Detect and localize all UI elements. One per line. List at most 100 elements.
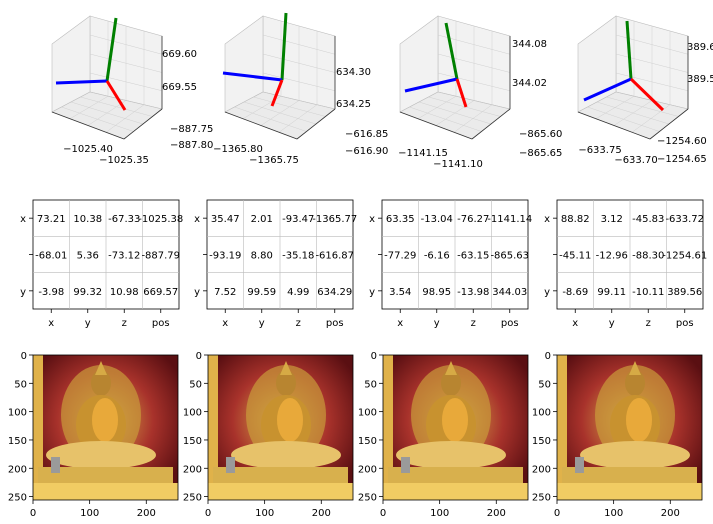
x-tick-label: 0 bbox=[554, 508, 560, 519]
table-cell: -8.69 bbox=[562, 287, 588, 298]
pedestal bbox=[562, 467, 697, 485]
grid-line bbox=[105, 104, 145, 133]
buddha-robe bbox=[626, 398, 652, 442]
pose-3d-panel-4: −633.75−633.70−1254.60 −1254.65 389.6 389.5 bbox=[577, 15, 713, 166]
pose-z-axis bbox=[222, 71, 283, 82]
y-tick-label: 0 bbox=[21, 351, 27, 362]
z-tick-label: 669.60 bbox=[162, 49, 197, 60]
table-cell: -6.16 bbox=[424, 251, 450, 262]
table-row-label: y bbox=[20, 287, 26, 298]
pedestal-base bbox=[383, 483, 528, 500]
pedestal-base bbox=[33, 483, 178, 500]
pose-y-axis bbox=[105, 17, 118, 82]
pose-x-axis bbox=[455, 78, 468, 108]
table-cell: -13.98 bbox=[457, 287, 489, 298]
table-cell: 669.57 bbox=[143, 287, 178, 298]
y-tick-label: 150 bbox=[183, 436, 202, 447]
table-cell: 99.59 bbox=[247, 287, 276, 298]
buddha-legs bbox=[46, 441, 156, 469]
table-row-label: y bbox=[194, 287, 200, 298]
table-cell: -93.19 bbox=[209, 251, 241, 262]
image-content bbox=[208, 355, 353, 500]
y-tick-label: −887.80 bbox=[170, 140, 213, 151]
table-col-label: z bbox=[122, 318, 127, 329]
x-tick-label: −1141.15 bbox=[398, 148, 448, 159]
pose-3d-panel-3: −1141.15−1141.10 −865.60 −865.65 344.08 344.… bbox=[398, 15, 562, 170]
buddha-head bbox=[441, 370, 461, 396]
y-tick-label: 0 bbox=[196, 351, 202, 362]
table-cell: -68.01 bbox=[35, 251, 67, 262]
y-tick-label: 0 bbox=[545, 351, 551, 362]
table-cell: -1025.38 bbox=[138, 214, 183, 225]
lamp-left bbox=[51, 457, 60, 473]
pose-y-axis bbox=[625, 20, 633, 80]
x-tick-label: −1141.10 bbox=[433, 159, 483, 170]
table-col-label: y bbox=[259, 318, 265, 329]
y-axis-line bbox=[123, 108, 163, 140]
buddha-robe bbox=[277, 398, 303, 442]
table-row-label: x bbox=[544, 214, 550, 225]
y-tick-label: 50 bbox=[364, 379, 377, 390]
x-axis-line bbox=[51, 111, 125, 140]
y-tick-label: 150 bbox=[8, 436, 27, 447]
table-cell: -76.27 bbox=[457, 214, 489, 225]
pose-x-axis bbox=[629, 77, 665, 112]
table-col-label: x bbox=[572, 318, 578, 329]
x-tick-label: −1365.75 bbox=[249, 155, 299, 166]
buddha-legs bbox=[396, 441, 506, 469]
y-tick-label: 200 bbox=[532, 464, 551, 475]
z-tick-label: 344.02 bbox=[512, 78, 547, 89]
table-cell: 4.99 bbox=[287, 287, 309, 298]
table-cell: 3.12 bbox=[601, 214, 623, 225]
table-cell: 389.56 bbox=[667, 287, 702, 298]
x-tick-label: −1025.40 bbox=[63, 144, 113, 155]
x-tick-label: 0 bbox=[205, 508, 211, 519]
grid-line bbox=[262, 72, 336, 91]
table-cell: 2.01 bbox=[251, 214, 273, 225]
y-tick-label: 100 bbox=[532, 408, 551, 419]
lamp-left bbox=[575, 457, 584, 473]
buddha-crown bbox=[280, 361, 292, 375]
pedestal-base bbox=[208, 483, 353, 500]
pose-y-axis bbox=[444, 22, 459, 80]
pose-z-axis bbox=[404, 77, 458, 93]
buddha-head bbox=[276, 370, 296, 396]
buddha-legs bbox=[580, 441, 690, 469]
buddha-robe bbox=[442, 398, 468, 442]
y-tick-label: 200 bbox=[358, 464, 377, 475]
table-cell: 63.35 bbox=[386, 214, 415, 225]
table-cell: -1141.14 bbox=[487, 214, 532, 225]
table-row-label: y bbox=[369, 287, 375, 298]
buddha-head bbox=[625, 370, 645, 396]
grid-line bbox=[435, 100, 475, 126]
pose-3d-row: −1025.40−1025.35 −887.75 −887.80 669.60 669.… bbox=[51, 12, 713, 170]
pose-3d-panel-2: −1365.80−1365.75 −616.85 −616.90 634.30 634.… bbox=[213, 12, 388, 166]
grid-line bbox=[437, 72, 511, 91]
x-tick-label: −633.70 bbox=[614, 155, 657, 166]
y-tick-label: 250 bbox=[532, 493, 551, 504]
y-tick-label: 250 bbox=[8, 493, 27, 504]
left-pillar bbox=[33, 355, 43, 500]
pedestal-base bbox=[557, 483, 702, 500]
y-axis-line bbox=[649, 108, 689, 140]
table-cell: -887.79 bbox=[141, 251, 180, 262]
table-col-label: pos bbox=[152, 318, 170, 329]
table-cell: 99.32 bbox=[73, 287, 102, 298]
x-tick-label: 100 bbox=[604, 508, 623, 519]
y-tick-label: 250 bbox=[183, 493, 202, 504]
grid-line bbox=[631, 104, 671, 133]
table-cell: 3.54 bbox=[389, 287, 411, 298]
image-frame bbox=[556, 354, 703, 501]
table-col-label: z bbox=[646, 318, 651, 329]
table-col-label: x bbox=[48, 318, 54, 329]
left-pillar bbox=[383, 355, 393, 500]
table-cell: -1365.77 bbox=[312, 214, 357, 225]
table-cell: 634.29 bbox=[317, 287, 352, 298]
y-tick-label: −616.85 bbox=[345, 129, 388, 140]
y-tick-label: 250 bbox=[358, 493, 377, 504]
image-frame bbox=[382, 354, 529, 501]
y-tick-label: −1254.60 bbox=[657, 136, 707, 147]
y-tick-label: −865.65 bbox=[519, 148, 562, 159]
